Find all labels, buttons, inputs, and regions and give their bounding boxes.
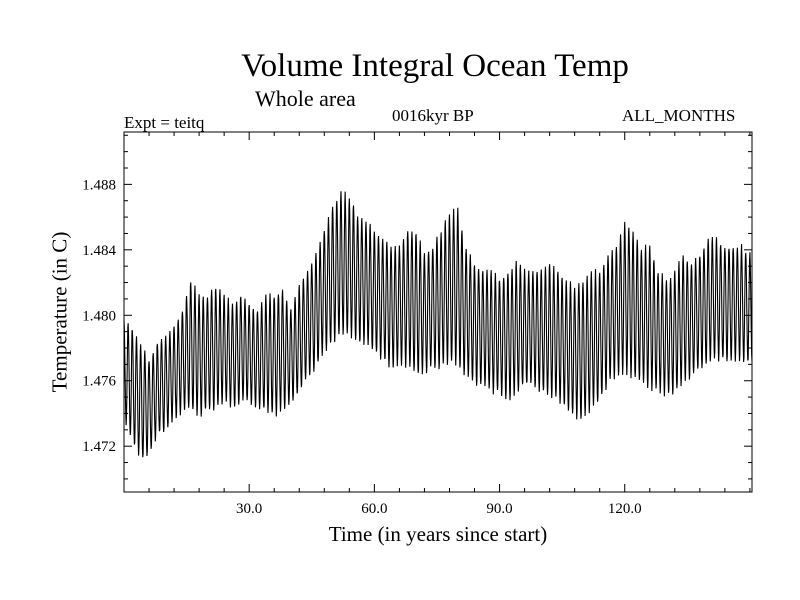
- y-tick-label: 1.476: [82, 374, 116, 390]
- chart-subtitle: Whole area: [255, 86, 356, 111]
- months-annotation: ALL_MONTHS: [622, 106, 736, 125]
- experiment-annotation: Expt = teitq: [124, 113, 205, 132]
- x-tick-label: 60.0: [361, 501, 387, 517]
- x-axis-label: Time (in years since start): [328, 522, 548, 546]
- chart-title: Volume Integral Ocean Temp: [241, 48, 629, 84]
- series-line: [123, 191, 753, 458]
- y-axis-label: Temperature (in C): [47, 231, 72, 393]
- y-tick-label: 1.480: [82, 308, 116, 324]
- x-tick-label: 120.0: [608, 501, 642, 517]
- y-tick-label: 1.472: [82, 439, 116, 455]
- period-annotation: 0016kyr BP: [392, 106, 474, 125]
- x-tick-label: 90.0: [486, 501, 512, 517]
- plot-frame: [123, 131, 753, 493]
- y-tick-label: 1.484: [82, 243, 116, 259]
- x-tick-label: 30.0: [236, 501, 262, 517]
- y-tick-label: 1.488: [82, 177, 116, 193]
